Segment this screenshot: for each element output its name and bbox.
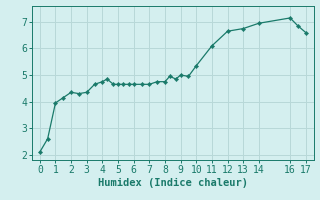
- X-axis label: Humidex (Indice chaleur): Humidex (Indice chaleur): [98, 178, 248, 188]
